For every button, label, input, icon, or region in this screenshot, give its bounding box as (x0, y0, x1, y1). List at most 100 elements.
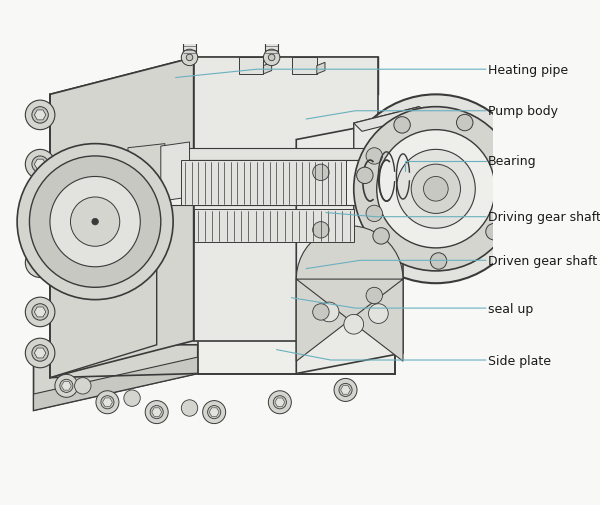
Polygon shape (198, 308, 395, 374)
Polygon shape (50, 58, 379, 132)
Circle shape (32, 304, 49, 321)
Circle shape (32, 206, 49, 222)
Circle shape (334, 379, 357, 401)
Circle shape (273, 396, 286, 409)
Polygon shape (34, 358, 198, 411)
Circle shape (25, 150, 55, 180)
Circle shape (96, 391, 119, 414)
Circle shape (74, 378, 91, 394)
Polygon shape (296, 120, 403, 374)
Circle shape (60, 380, 73, 392)
Circle shape (32, 345, 49, 362)
Circle shape (25, 199, 55, 229)
Polygon shape (128, 161, 403, 206)
Text: Side plate: Side plate (488, 354, 551, 367)
Polygon shape (152, 408, 161, 417)
Circle shape (313, 165, 329, 181)
Polygon shape (183, 17, 196, 58)
Polygon shape (194, 58, 379, 341)
Circle shape (208, 406, 221, 419)
Circle shape (32, 108, 49, 124)
Polygon shape (296, 226, 403, 362)
Circle shape (25, 338, 55, 368)
Circle shape (101, 396, 114, 409)
Circle shape (319, 302, 339, 322)
Polygon shape (239, 58, 263, 75)
Circle shape (366, 206, 382, 222)
Circle shape (366, 288, 382, 304)
Circle shape (394, 118, 410, 134)
Circle shape (457, 115, 473, 131)
Polygon shape (50, 214, 157, 378)
Polygon shape (354, 108, 419, 255)
Circle shape (366, 148, 382, 165)
Polygon shape (209, 408, 219, 417)
Circle shape (313, 304, 329, 321)
Polygon shape (341, 386, 350, 394)
Polygon shape (34, 160, 46, 170)
Circle shape (263, 50, 280, 67)
Polygon shape (34, 111, 46, 121)
Polygon shape (275, 398, 285, 407)
Polygon shape (161, 143, 190, 201)
Circle shape (17, 144, 173, 300)
Circle shape (50, 177, 140, 267)
Circle shape (313, 222, 329, 238)
Circle shape (150, 406, 163, 419)
Polygon shape (354, 108, 428, 132)
Circle shape (397, 150, 475, 229)
Circle shape (32, 255, 49, 271)
Circle shape (430, 254, 447, 270)
Circle shape (25, 101, 55, 130)
Polygon shape (292, 58, 317, 75)
Circle shape (424, 177, 448, 201)
Circle shape (29, 157, 161, 288)
Circle shape (341, 95, 530, 284)
Circle shape (339, 384, 352, 397)
Circle shape (181, 400, 198, 417)
Polygon shape (34, 308, 46, 317)
Circle shape (186, 55, 193, 62)
Circle shape (124, 390, 140, 407)
Polygon shape (128, 144, 165, 206)
Circle shape (25, 248, 55, 278)
Circle shape (181, 50, 198, 67)
Circle shape (25, 297, 55, 327)
Polygon shape (103, 398, 112, 407)
Circle shape (411, 165, 460, 214)
Polygon shape (128, 148, 403, 161)
Text: Driving gear shaft: Driving gear shaft (488, 211, 600, 224)
Circle shape (344, 315, 364, 334)
Circle shape (32, 157, 49, 173)
Text: seal up: seal up (488, 302, 533, 315)
Circle shape (92, 219, 98, 225)
Circle shape (356, 168, 373, 184)
Circle shape (497, 163, 514, 179)
Polygon shape (194, 210, 354, 243)
Polygon shape (34, 348, 46, 358)
Circle shape (373, 228, 389, 244)
Polygon shape (34, 258, 46, 268)
Polygon shape (61, 382, 71, 390)
Circle shape (268, 391, 292, 414)
Text: Heating pipe: Heating pipe (488, 64, 568, 77)
Polygon shape (265, 17, 278, 58)
Circle shape (203, 401, 226, 424)
Text: Pump body: Pump body (488, 105, 557, 118)
Circle shape (354, 108, 518, 271)
Circle shape (55, 375, 78, 397)
Polygon shape (263, 63, 272, 75)
Polygon shape (50, 58, 194, 378)
Circle shape (486, 224, 502, 240)
Polygon shape (181, 161, 346, 206)
Circle shape (268, 55, 275, 62)
Circle shape (377, 130, 495, 248)
Circle shape (70, 197, 120, 247)
Circle shape (368, 304, 388, 324)
Polygon shape (34, 308, 395, 345)
Polygon shape (34, 308, 198, 411)
Text: Driven gear shaft: Driven gear shaft (488, 255, 596, 267)
Polygon shape (317, 63, 325, 75)
Polygon shape (34, 209, 46, 219)
Circle shape (145, 401, 168, 424)
